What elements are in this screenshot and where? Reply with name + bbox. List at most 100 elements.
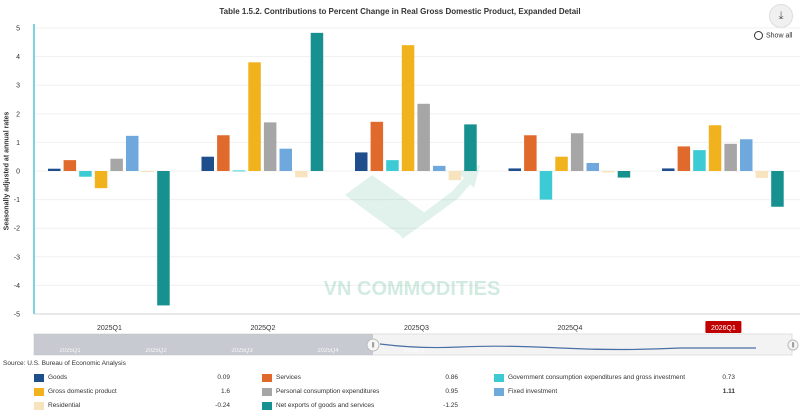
x-tick-label-highlight: 2026Q1 — [705, 321, 742, 333]
y-tick-label: -5 — [14, 312, 20, 319]
legend-label: Gross domestic product — [48, 388, 117, 395]
navigator[interactable]: 2025Q1 2025Q2 2025Q3 2025Q4 2026Q1 ⦀ ⦀ — [33, 333, 799, 356]
navigator-label: 2025Q1 — [59, 348, 81, 354]
legend-swatch — [34, 402, 44, 410]
legend-swatch — [262, 374, 272, 382]
navigator-left-handle — [366, 338, 380, 352]
legend-item[interactable]: Net exports of goods and services -1.25 — [262, 400, 458, 412]
legend-value: 0.73 — [722, 374, 735, 381]
bar — [157, 171, 170, 306]
x-tick-label: 2025Q1 — [97, 325, 122, 332]
highlight-badge — [705, 321, 742, 333]
bar — [110, 158, 123, 171]
bar — [448, 171, 462, 181]
bar — [570, 133, 584, 171]
y-tick-label: -3 — [14, 254, 20, 261]
legend-item[interactable]: Fixed investment 1.11 — [494, 386, 735, 398]
navigator-mask — [34, 334, 373, 355]
watermark-text: VN COMMODITIES — [324, 278, 501, 300]
bar — [232, 170, 246, 172]
bar — [201, 156, 214, 171]
zoom-out-icon — [754, 31, 763, 40]
legend-value: -1.25 — [443, 402, 458, 409]
navigator-right-handle — [787, 339, 799, 351]
legend-value: -0.24 — [215, 402, 230, 409]
bar — [355, 152, 368, 171]
bar — [662, 168, 675, 171]
x-tick-label: 2025Q4 — [557, 325, 582, 332]
legend-item[interactable]: Residential -0.24 — [34, 400, 230, 412]
legend: Goods 0.09 Services 0.86 Government consumpt… — [0, 372, 800, 415]
legend-swatch — [34, 374, 44, 382]
axis-layer: 5 4 3 2 1 0 -1 -2 -3 -4 -5 2025Q1 2025Q2 2025Q3 2025Q4… — [14, 24, 800, 333]
bar — [386, 160, 399, 171]
watermark-layer: VN COMMODITIES — [324, 165, 501, 300]
bar — [126, 135, 139, 171]
legend-label: Residential — [48, 402, 81, 409]
bar — [586, 162, 599, 171]
watermark-arrow — [397, 175, 474, 239]
bar — [248, 62, 261, 171]
x-tick-label: 2025Q3 — [404, 325, 429, 332]
bar — [617, 171, 631, 178]
legend-value: 1.6 — [220, 388, 230, 395]
chart-title: Table 1.5.2. Contributions to Percent Ch… — [219, 7, 581, 16]
handle-grip-icon: ⦀ — [791, 342, 794, 350]
y-tick-label: -1 — [14, 197, 20, 204]
bar — [464, 124, 477, 171]
bar — [539, 171, 553, 200]
bar — [771, 171, 784, 207]
bar — [263, 122, 277, 171]
watermark-chevron-2 — [372, 195, 428, 235]
bar — [63, 160, 77, 171]
legend-label: Goods — [48, 374, 68, 381]
legend-value: 0.86 — [445, 374, 458, 381]
legend-swatch — [34, 388, 44, 396]
legend-item[interactable]: Government consumption expenditures and … — [494, 372, 735, 384]
navigator-label: 2026Q1 — [403, 348, 425, 354]
legend-label: Fixed investment — [508, 388, 558, 395]
legend-swatch — [494, 374, 504, 382]
bar — [724, 143, 737, 171]
bar — [693, 150, 706, 171]
bar — [433, 165, 446, 171]
legend-swatch — [262, 388, 272, 396]
legend-swatch — [262, 402, 272, 410]
bar — [94, 171, 108, 189]
navigator-label: 2025Q4 — [317, 348, 339, 354]
bar — [295, 171, 308, 178]
bar — [217, 135, 230, 171]
bar — [602, 171, 615, 173]
legend-item[interactable]: Services 0.86 — [262, 372, 458, 384]
legend-item[interactable]: Goods 0.09 — [34, 372, 230, 384]
navigator-label: 2025Q3 — [231, 348, 253, 354]
bar — [310, 32, 324, 171]
watermark-logo — [345, 165, 480, 239]
navigator-series-line — [379, 343, 756, 351]
bar — [508, 168, 521, 171]
y-tick-label: 0 — [16, 169, 20, 176]
x-tick-label: 2025Q2 — [250, 325, 275, 332]
bar — [141, 171, 155, 172]
legend-label: Net exports of goods and services — [276, 402, 375, 409]
bar — [524, 135, 537, 171]
y-tick-label: 3 — [16, 83, 20, 90]
y-tick-label: 2 — [16, 111, 20, 118]
bar — [417, 103, 430, 171]
legend-label: Personal consumption expenditures — [276, 388, 380, 395]
y-tick-label: 4 — [16, 54, 20, 61]
bar — [48, 168, 61, 171]
show-all-button[interactable]: Show all — [754, 31, 792, 40]
legend-item[interactable]: Gross domestic product 1.6 — [34, 386, 230, 398]
legend-value: 0.09 — [217, 374, 230, 381]
legend-value: 0.95 — [445, 388, 458, 395]
source-note: Source: U.S. Bureau of Economic Analysis — [3, 360, 126, 367]
bar — [370, 121, 384, 171]
legend-item[interactable]: Personal consumption expenditures 0.95 — [262, 386, 458, 398]
show-all-label: Show all — [766, 32, 793, 40]
bar — [555, 156, 568, 171]
navigator-label: 2025Q2 — [145, 348, 167, 354]
legend-label: Services — [276, 374, 301, 381]
bar — [401, 45, 415, 171]
